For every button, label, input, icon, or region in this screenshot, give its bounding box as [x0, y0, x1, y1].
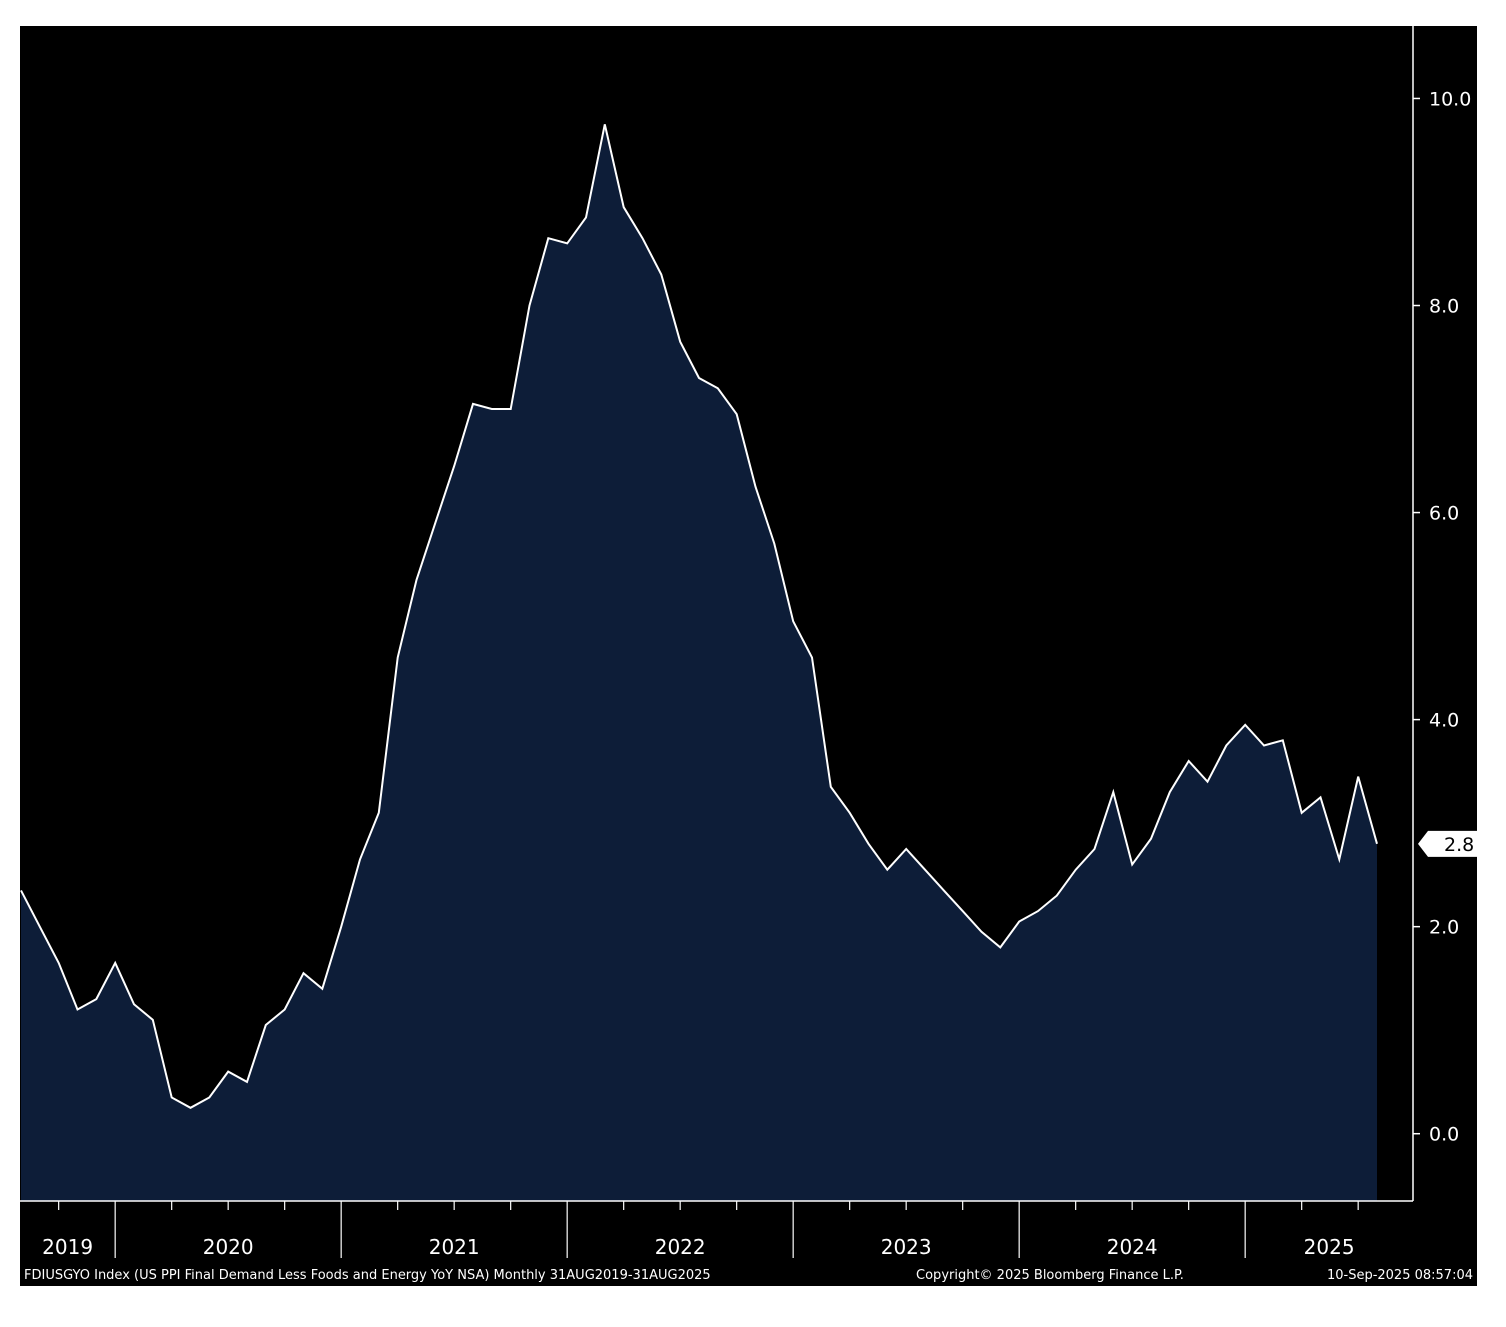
y-tick-label: 2.0: [1429, 917, 1459, 939]
x-tick-label-2025: 2025: [1304, 1235, 1355, 1259]
series-line: [20, 124, 1378, 1109]
timestamp-text: 10-Sep-2025 08:57:04: [1327, 1268, 1473, 1283]
last-value-tag: [1418, 830, 1477, 857]
last-value-label: 2.8: [1444, 834, 1474, 856]
y-tick-label: 0.0: [1429, 1124, 1459, 1146]
y-tick-label: 10.0: [1429, 88, 1471, 110]
copyright-text: Copyright© 2025 Bloomberg Finance L.P.: [916, 1268, 1184, 1283]
x-tick-label-2022: 2022: [655, 1235, 706, 1259]
x-tick-label-2019: 2019: [42, 1235, 93, 1259]
x-tick-label-2024: 2024: [1107, 1235, 1158, 1259]
x-tick-label-2020: 2020: [203, 1235, 254, 1259]
series-description: FDIUSGYO Index (US PPI Final Demand Less…: [24, 1268, 711, 1283]
x-tick-label-2021: 2021: [429, 1235, 480, 1259]
series-area: [21, 124, 1377, 1201]
y-tick-label: 6.0: [1429, 503, 1459, 525]
y-tick-label: 4.0: [1429, 710, 1459, 732]
x-tick-label-2023: 2023: [881, 1235, 932, 1259]
y-tick-label: 8.0: [1429, 296, 1459, 318]
